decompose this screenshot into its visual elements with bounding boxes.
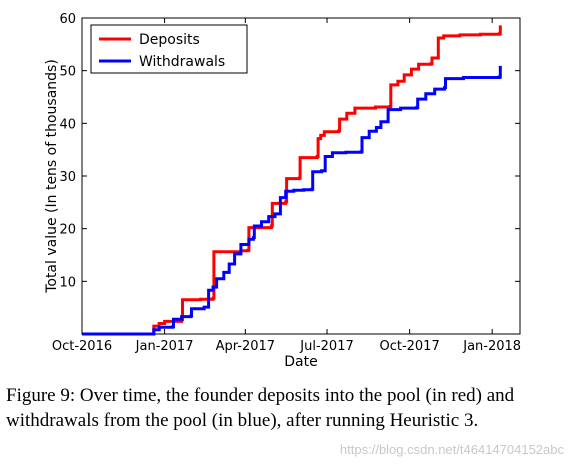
legend-box [90, 24, 248, 74]
x-tick-label: Jan-2017 [135, 339, 194, 354]
y-tick-label: 40 [59, 117, 76, 132]
y-tick-label: 60 [59, 12, 76, 27]
x-tick-label: Apr-2017 [216, 339, 275, 354]
y-axis-label: Total value (In tens of thousands) [44, 59, 60, 294]
legend-label-withdrawals: Withdrawals [139, 54, 225, 70]
x-tick-label: Jul-2017 [299, 339, 353, 354]
figure-caption: Figure 9: Over time, the founder deposit… [6, 385, 515, 431]
watermark: https://blog.csdn.net/t46414704152abc [339, 442, 564, 457]
x-tick-label: Oct-2017 [379, 339, 439, 354]
y-tick-label: 20 [59, 223, 76, 238]
chart-svg: 10 20 30 40 50 60 Oct-2016 Jan-2017 Apr-2017 Jul-… [44, 12, 521, 370]
legend-label-deposits: Deposits [139, 32, 200, 48]
x-tick-label: Jan-2018 [462, 339, 521, 354]
series-line-deposits [82, 25, 502, 336]
y-tick-label: 10 [59, 275, 76, 290]
y-tick-label: 50 [59, 65, 76, 80]
x-axis-label: Date [284, 354, 317, 370]
series-line-withdrawals [82, 65, 502, 336]
x-tick-label: Oct-2016 [52, 339, 112, 354]
y-tick-label: 30 [59, 170, 76, 185]
legend: Deposits Withdrawals [90, 24, 248, 74]
ticks-layer: 10 20 30 40 50 60 Oct-2016 Jan-2017 Apr-2017 Jul-… [52, 12, 521, 354]
series-layer [82, 25, 502, 336]
